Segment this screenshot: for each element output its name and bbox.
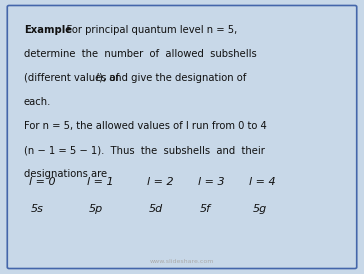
Text: each.: each. [24,97,51,107]
Text: l = 1: l = 1 [87,177,114,187]
Text: determine  the  number  of  allowed  subshells: determine the number of allowed subshell… [24,49,256,59]
FancyBboxPatch shape [7,5,357,269]
Text: 5g: 5g [253,204,267,214]
Text: :  For principal quantum level n = 5,: : For principal quantum level n = 5, [57,25,237,35]
Text: Example: Example [24,25,72,35]
Text: l = 0: l = 0 [29,177,56,187]
Text: For n = 5, the allowed values of l run from 0 to 4: For n = 5, the allowed values of l run f… [24,121,266,131]
Text: www.slideshare.com: www.slideshare.com [150,259,214,264]
Text: ), and give the designation of: ), and give the designation of [99,73,247,83]
Text: designations are: designations are [24,169,107,179]
Text: l = 2: l = 2 [147,177,174,187]
Text: l = 3: l = 3 [198,177,225,187]
Text: 5s: 5s [31,204,44,214]
Text: l: l [95,73,98,83]
Text: 5p: 5p [89,204,103,214]
Text: 5d: 5d [149,204,163,214]
Text: (different values of: (different values of [24,73,122,83]
Text: (n − 1 = 5 − 1).  Thus  the  subshells  and  their: (n − 1 = 5 − 1). Thus the subshells and … [24,145,265,155]
Text: l = 4: l = 4 [249,177,276,187]
Text: 5f: 5f [200,204,211,214]
